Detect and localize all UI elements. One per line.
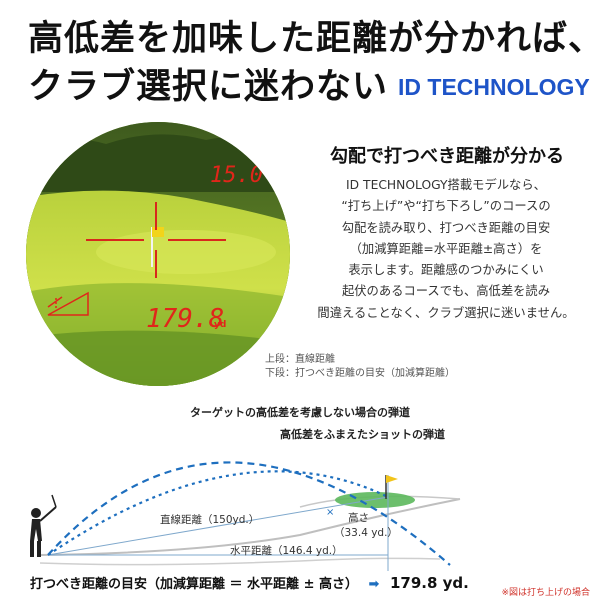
green: [335, 492, 415, 508]
label-horizontal-distance: 水平距離（146.4 yd.）: [230, 544, 343, 557]
label-height: 高さ: [348, 511, 369, 524]
headline-line2-text: クラブ選択に迷わない: [28, 67, 389, 107]
scope-bottom-readout: 179.8: [146, 304, 224, 334]
ground-line-lower: [39, 557, 441, 566]
feature-body-line: 勾配を読み取り、打つべき距離の目安: [341, 220, 551, 235]
rangefinder-scene: 15.0 179.8 yd: [26, 122, 290, 386]
headline-line2: クラブ選択に迷わない ID TECHNOLOGY: [28, 67, 590, 107]
uphill-note: ※図は打ち上げの場合: [501, 588, 590, 598]
label-with-elevation: 高低差をふまえたショットの弾道: [280, 427, 445, 441]
headline-line1: 高低差を加味した距離が分かれば、: [28, 19, 600, 59]
landing-mark-icon: ×: [326, 507, 334, 518]
legend-lower: 下段：打つべき距離の目安（加減算距離）: [265, 368, 455, 379]
feature-body: ID TECHNOLOGY搭載モデルなら、 “打ち上げ”や“打ち下ろし”のコース…: [300, 175, 592, 324]
trajectory-no-elevation: [47, 461, 451, 566]
rangefinder-view: 15.0 179.8 yd: [26, 122, 290, 386]
golfer-icon: [30, 494, 57, 557]
flag-icon: [386, 475, 398, 483]
label-no-elevation: ターゲットの高低差を考慮しない場合の弾道: [190, 405, 410, 419]
feature-body-line: （加減算距離=水平距離±高さ）を: [349, 241, 543, 256]
legend-upper: 上段：直線距離: [265, 354, 335, 365]
trajectory-diagram: × ターゲットの高低差を考慮しない場合の弾道 高低差をふまえたショットの弾道 直…: [30, 405, 461, 571]
display-legend: 上段：直線距離 下段：打つべき距離の目安（加減算距離）: [265, 353, 455, 381]
arrow-right-icon: ➡: [368, 577, 380, 592]
brand-name: ID TECHNOLOGY: [398, 74, 590, 100]
scope-top-readout: 15.0: [210, 163, 263, 188]
formula-text: 打つべき距離の目安（加減算距離 ＝ 水平距離 ± 高さ）: [30, 577, 358, 592]
label-height-value: （33.4 yd.）: [334, 527, 398, 539]
feature-body-line: ID TECHNOLOGY搭載モデルなら、: [346, 178, 546, 192]
feature-body-line: 起伏のあるコースでも、高低差を読み: [341, 284, 551, 299]
feature-body-line: 表示します。距離感のつかみにくい: [348, 263, 544, 278]
distance-formula: 打つべき距離の目安（加減算距離 ＝ 水平距離 ± 高さ） ➡ 179.8 yd.: [30, 573, 469, 592]
slope-icon: [47, 291, 89, 316]
straight-distance-line: [47, 496, 389, 556]
feature-title: 勾配で打つべき距離が分かる: [330, 146, 564, 167]
feature-body-line: “打ち上げ”や“打ち下ろし”のコースの: [341, 199, 551, 214]
label-straight-distance: 直線距離（150yd.）: [160, 513, 259, 526]
ground-line: [39, 498, 461, 556]
formula-result: 179.8 yd.: [389, 574, 469, 592]
feature-body-line: 間違えることなく、クラブ選択に迷いません。: [317, 305, 575, 320]
scope-unit: yd: [214, 320, 226, 330]
